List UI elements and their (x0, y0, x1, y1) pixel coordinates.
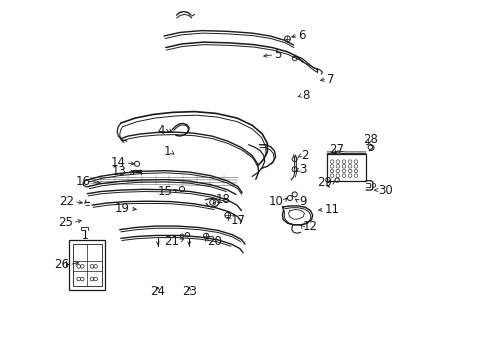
Text: 22: 22 (59, 195, 74, 208)
Text: 17: 17 (231, 214, 245, 227)
Text: 15: 15 (157, 185, 172, 198)
Text: 2: 2 (301, 149, 308, 162)
Text: 16: 16 (76, 175, 91, 188)
Text: 18: 18 (216, 193, 230, 206)
Text: 26: 26 (54, 258, 69, 271)
Text: 13: 13 (112, 165, 127, 178)
Text: 25: 25 (58, 216, 73, 229)
Text: 10: 10 (269, 195, 284, 208)
Text: 6: 6 (298, 29, 306, 42)
Text: 30: 30 (378, 184, 393, 197)
Text: 5: 5 (274, 48, 282, 61)
Text: 3: 3 (299, 163, 306, 176)
Bar (69, 240, 105, 290)
Text: 20: 20 (207, 235, 222, 248)
Text: 9: 9 (299, 195, 307, 208)
Text: 21: 21 (165, 235, 179, 248)
Text: 7: 7 (327, 73, 335, 86)
Text: 28: 28 (363, 133, 378, 146)
Text: 8: 8 (302, 89, 309, 102)
Text: 11: 11 (324, 203, 339, 216)
Text: 24: 24 (150, 285, 166, 298)
Text: 12: 12 (303, 220, 318, 233)
Text: 23: 23 (182, 285, 196, 298)
Text: 1: 1 (164, 145, 171, 158)
Text: 4: 4 (158, 124, 165, 137)
Text: 14: 14 (110, 156, 125, 169)
Bar (327, 154, 366, 181)
Bar (73, 244, 102, 286)
Text: 29: 29 (317, 176, 332, 189)
Text: 19: 19 (115, 202, 130, 215)
Text: 27: 27 (329, 143, 344, 156)
